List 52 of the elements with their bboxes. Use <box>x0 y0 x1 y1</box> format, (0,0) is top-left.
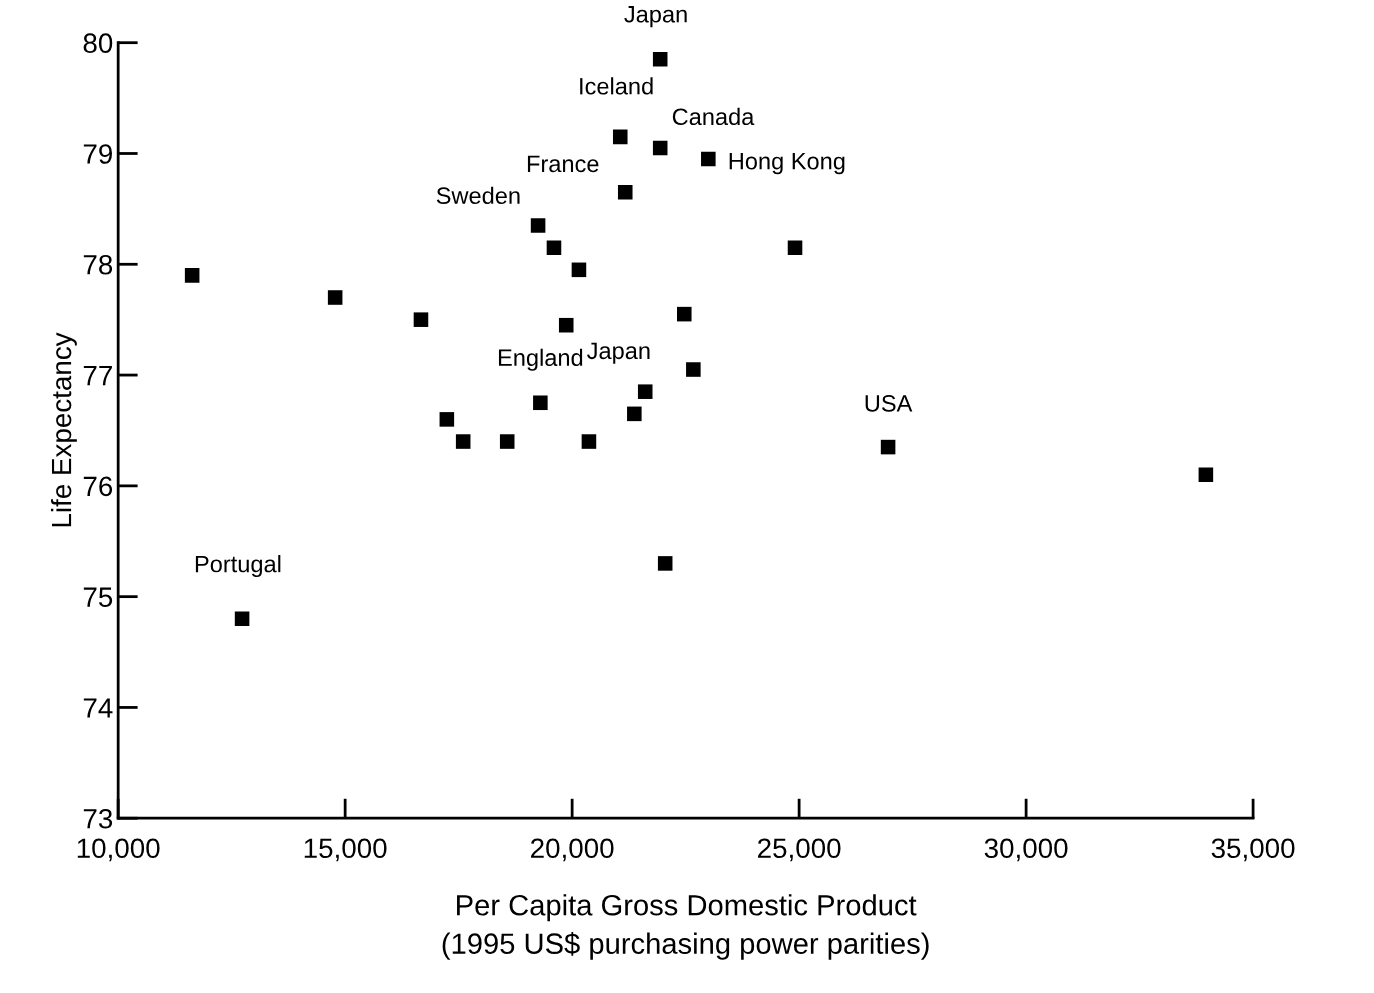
y-tick-label: 79 <box>83 144 112 164</box>
point <box>627 406 642 422</box>
point <box>686 362 701 377</box>
point <box>880 439 896 455</box>
y-axis-title: Life Expectancy <box>50 332 77 527</box>
point <box>652 140 668 156</box>
point <box>184 268 200 283</box>
point <box>234 611 250 627</box>
y-tick-label: 76 <box>83 476 113 497</box>
point <box>327 290 343 305</box>
point <box>558 317 574 333</box>
y-tick-label: 73 <box>83 808 113 829</box>
y-tick-label: 80 <box>83 33 113 54</box>
point <box>612 129 628 145</box>
x-tick-label: 10,000 <box>77 838 160 862</box>
annotation: Portugal <box>195 555 281 578</box>
x-tick-label: 35,000 <box>1211 838 1295 862</box>
point <box>652 52 668 67</box>
point <box>701 151 716 167</box>
point <box>413 312 429 327</box>
annotation: England <box>498 348 583 371</box>
y-tick-label: 78 <box>83 254 113 275</box>
point <box>499 434 515 449</box>
y-tick-label: 75 <box>83 587 113 607</box>
annotation: France <box>527 155 599 173</box>
x-tick-label: 20,000 <box>531 838 614 862</box>
point <box>1198 467 1214 483</box>
point <box>787 240 803 255</box>
point <box>439 412 455 427</box>
annotation: Iceland <box>580 77 653 95</box>
point <box>455 434 471 449</box>
point <box>530 218 546 233</box>
x-tick-label: 25,000 <box>758 838 841 862</box>
x-tick-label: 30,000 <box>984 838 1068 862</box>
annotation: Sweden <box>436 186 520 205</box>
point <box>617 184 633 200</box>
y-tick-label: 77 <box>83 366 112 386</box>
y-tick-label: 74 <box>83 698 113 718</box>
point <box>676 306 692 322</box>
annotation: Hong Kong <box>729 153 845 175</box>
point <box>546 240 562 255</box>
x-tick-label: 15,000 <box>304 838 387 862</box>
annotation: Japan <box>587 342 650 364</box>
annotation: Canada <box>672 107 755 126</box>
point <box>637 384 653 399</box>
point <box>533 395 548 411</box>
point <box>657 556 673 571</box>
point <box>571 262 587 278</box>
annotation: USA <box>865 395 913 412</box>
annotation: Japan <box>624 6 687 28</box>
point <box>581 434 597 449</box>
x-axis-title: Per Capita Gross Domestic Product (1995 US$ purchasing power parities) <box>442 894 929 960</box>
